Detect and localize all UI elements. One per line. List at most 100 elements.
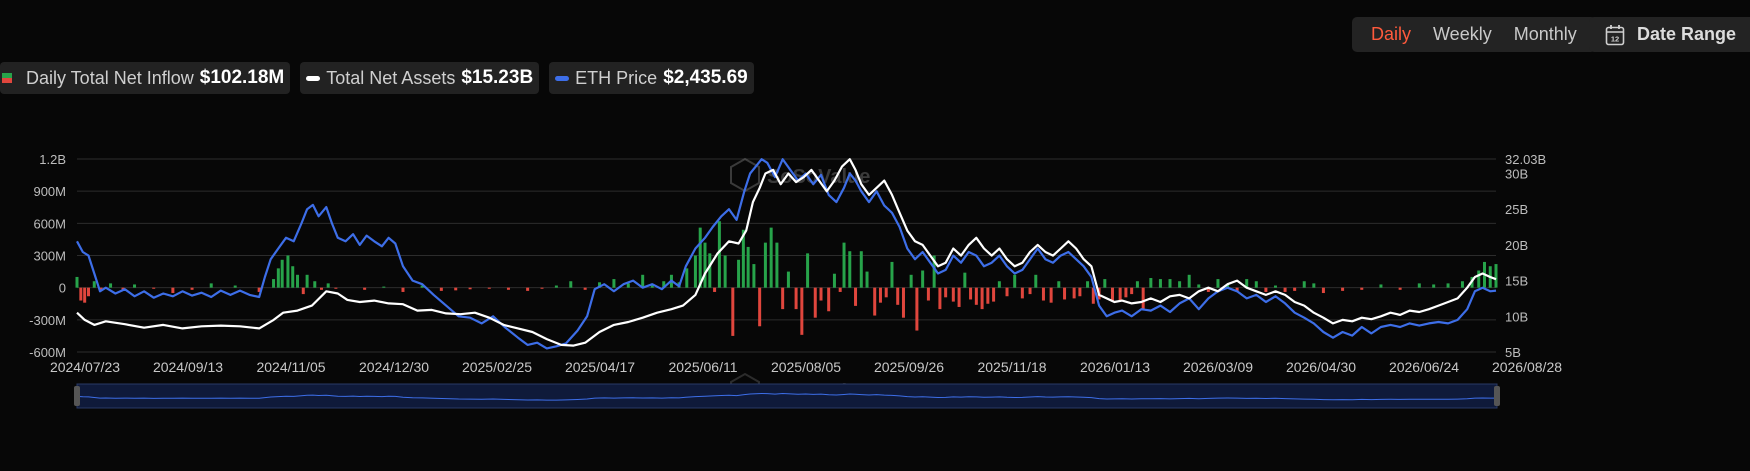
legend-item-total-net-assets[interactable]: Total Net Assets $15.23B [300,62,540,94]
inflow-bar [526,287,530,291]
inflow-bar [884,287,888,298]
calendar-icon: 12 [1605,24,1625,45]
inflow-bar [800,287,804,335]
inflow-bar [598,282,602,288]
inflow-bar [1168,279,1172,288]
legend-value: $102.18M [199,67,285,88]
inflow-bar [291,266,295,288]
legend-value: $15.23B [461,67,534,88]
inflow-bar [662,281,666,288]
navigator-left-handle[interactable] [74,386,80,406]
inflow-bar [1460,281,1464,288]
x-tick-label: 2026/04/30 [1286,359,1356,375]
inflow-bar [1141,287,1145,310]
period-daily-button[interactable]: Daily [1371,24,1412,44]
inflow-bar [1072,287,1076,299]
inflow-bar [717,221,721,288]
inflow-bar [827,287,831,312]
inflow-bar [1049,287,1053,303]
inflow-bar [957,287,961,307]
inflow-bar [909,274,913,288]
inflow-bar [612,279,616,288]
inflow-bar [737,259,741,288]
date-range-label: Date Range [1637,24,1737,44]
inflow-bar [1149,278,1153,288]
period-monthly-button[interactable]: Monthly [1513,24,1577,44]
eth-price-line [76,158,1497,350]
x-tick-label: 2025/09/26 [874,359,944,375]
inflow-bar [109,283,113,288]
x-tick-label: 2024/11/05 [256,359,325,375]
inflow-bar [540,287,544,289]
net-assets-line [76,158,1497,347]
inflow-bar [1494,264,1498,288]
inflow-bar [986,287,990,304]
range-navigator[interactable] [74,383,1500,409]
y-right-tick-label: 15B [1505,274,1528,289]
inflow-bar [997,281,1001,288]
inflow-bar [819,287,823,301]
inflow-bar [301,287,305,295]
date-range-button[interactable]: 12 Date Range [1589,17,1750,52]
y-right-tick-label: 30B [1505,166,1528,181]
inflow-bar [79,287,83,301]
inflow-bar [1312,283,1316,288]
legend-label: ETH Price [575,67,658,88]
inflow-bar [775,242,779,288]
inflow-bar [758,287,762,327]
navigator-right-handle[interactable] [1494,386,1500,406]
inflow-bar [1293,287,1297,291]
y-right-tick-label: 20B [1505,238,1528,253]
inflow-bar [896,287,900,305]
inflow-bar [703,242,707,288]
x-tick-label: 2025/08/05 [771,359,841,375]
inflow-bar [1005,287,1009,297]
inflow-bar [769,227,773,288]
x-tick-label: 2024/09/13 [153,359,223,375]
inflow-bar [641,274,645,288]
inflow-bar [763,242,767,288]
inflow-bar [1135,281,1139,288]
y-right-tick-label: 32.03B [1505,152,1546,167]
x-tick-label: 2024/12/30 [359,359,429,375]
legend-item-eth-price[interactable]: ETH Price $2,435.69 [549,62,754,94]
inflow-bar [1041,287,1045,301]
inflow-bar [1063,287,1067,300]
inflow-bar [506,287,510,290]
inflow-bar [1360,287,1364,290]
inflow-bar [276,268,280,288]
inflow-bar [272,279,276,288]
inflow-bar [1432,284,1436,288]
inflow-bar [1235,287,1239,291]
inflow-bar [133,284,137,288]
inflow-bar [454,287,458,291]
inflow-bar [708,253,712,288]
inflow-bar [951,287,955,302]
y-right-tick-label: 10B [1505,309,1528,324]
inflow-bar [1264,287,1268,292]
inflow-bar [233,285,237,288]
inflow-bar [334,287,338,289]
inflow-bar [1110,287,1114,302]
inflow-bar [363,287,367,290]
inflow-bar [87,287,91,297]
inflow-bar [938,287,942,310]
inflow-bar [583,287,587,290]
inflow-bar [1013,274,1017,288]
legend-label: Daily Total Net Inflow [26,67,194,88]
legend-swatch [306,75,321,81]
legend-item-daily-total-net-inflow[interactable]: Daily Total Net Inflow $102.18M [0,62,291,94]
inflow-bar [83,287,87,303]
inflow-bar [781,287,785,310]
inflow-bar [901,287,905,318]
inflow-bar [1124,287,1128,298]
inflow-bar [813,287,817,318]
inflow-bar [99,287,103,291]
inflow-bar [1103,279,1107,288]
x-tick-label: 2026/03/09 [1183,359,1253,375]
period-weekly-button[interactable]: Weekly [1433,24,1492,44]
inflow-bar [257,287,261,292]
inflow-bar [854,287,858,306]
inflow-bar [152,287,156,289]
